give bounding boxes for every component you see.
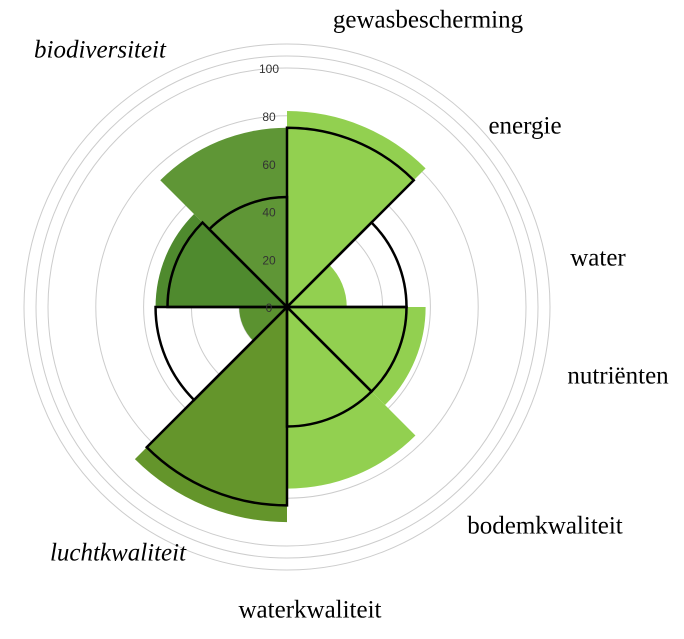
sector-bar — [287, 307, 416, 489]
category-label: gewasbescherming — [333, 7, 524, 34]
sector-outline — [207, 195, 289, 311]
sector-outline — [166, 220, 291, 309]
category-label: energie — [488, 113, 561, 140]
r-tick-label: 0 — [266, 301, 273, 315]
r-tick-label: 40 — [262, 206, 276, 220]
outer-ring — [35, 55, 539, 559]
category-label: luchtkwaliteit — [50, 540, 187, 567]
r-tick-label: 100 — [259, 62, 279, 76]
sector-outline — [283, 305, 408, 394]
category-label: nutriënten — [567, 363, 669, 390]
category-label: bodemkwaliteit — [467, 513, 623, 540]
sector-bar — [287, 307, 426, 406]
sector-bar — [239, 307, 287, 341]
sector-outline — [283, 220, 408, 309]
sector-outline — [154, 305, 291, 402]
r-tick-label: 80 — [262, 110, 276, 124]
sector-outline — [144, 303, 289, 507]
category-label: water — [570, 245, 626, 272]
sector-outline — [285, 303, 374, 428]
sector-outline — [285, 126, 416, 311]
category-label: biodiversiteit — [34, 37, 167, 64]
category-label: waterkwaliteit — [239, 597, 382, 624]
sector-bar — [287, 264, 347, 307]
grid-ring — [47, 67, 527, 547]
outer-ring — [23, 43, 551, 571]
r-tick-label: 20 — [262, 253, 276, 267]
r-tick-label: 60 — [262, 158, 276, 172]
